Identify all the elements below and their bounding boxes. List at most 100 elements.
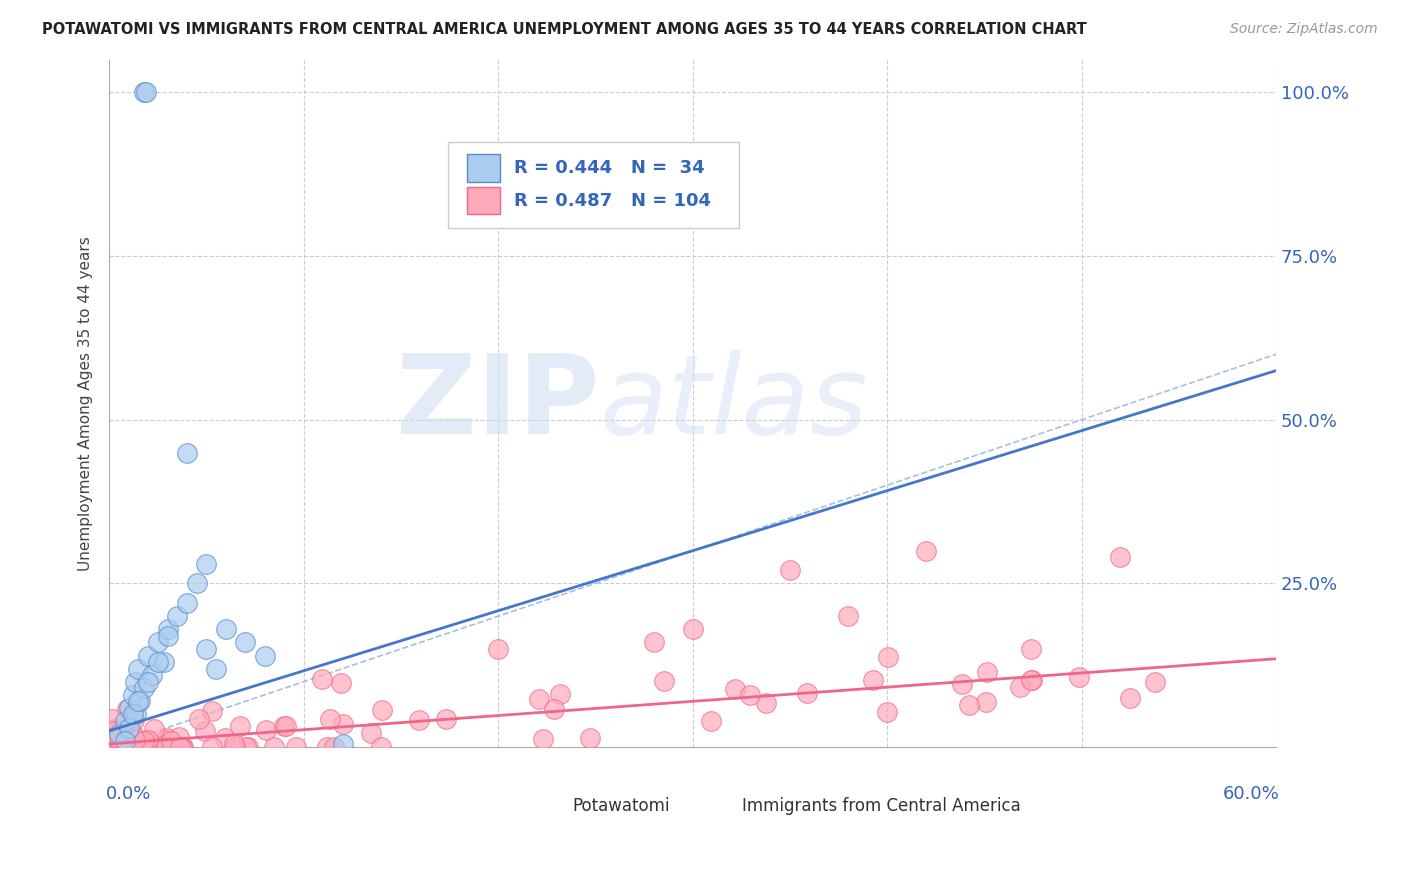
Point: [643, 635, 665, 649]
Point: [311, 673, 333, 687]
Point: [976, 665, 998, 679]
Point: [543, 702, 565, 716]
Point: [105, 739, 128, 754]
Point: [145, 739, 167, 754]
Point: [143, 723, 166, 737]
Point: [124, 733, 146, 747]
Point: [1067, 670, 1090, 684]
Point: [201, 739, 224, 754]
Point: [152, 739, 174, 754]
Text: POTAWATOMI VS IMMIGRANTS FROM CENTRAL AMERICA UNEMPLOYMENT AMONG AGES 35 TO 44 Y: POTAWATOMI VS IMMIGRANTS FROM CENTRAL AM…: [42, 22, 1087, 37]
Point: [224, 739, 246, 754]
Point: [122, 713, 145, 727]
Text: 0.0%: 0.0%: [105, 785, 150, 803]
Point: [740, 688, 762, 702]
Point: [152, 655, 174, 669]
Point: [101, 713, 124, 727]
Point: [837, 609, 859, 624]
Point: [129, 694, 152, 708]
Point: [682, 623, 704, 637]
Text: ZIP: ZIP: [396, 350, 599, 457]
Point: [434, 712, 457, 726]
Point: [125, 739, 148, 754]
Point: [155, 739, 177, 754]
Point: [187, 712, 209, 726]
Point: [134, 739, 156, 754]
Point: [121, 688, 143, 702]
Point: [156, 731, 179, 746]
Point: [1019, 673, 1042, 687]
FancyBboxPatch shape: [710, 796, 735, 818]
Text: R = 0.487   N = 104: R = 0.487 N = 104: [515, 192, 711, 210]
Point: [136, 648, 159, 663]
Point: [127, 694, 149, 708]
Y-axis label: Unemployment Among Ages 35 to 44 years: Unemployment Among Ages 35 to 44 years: [79, 236, 93, 571]
Point: [1118, 690, 1140, 705]
Point: [796, 686, 818, 700]
Point: [127, 739, 149, 754]
Point: [134, 681, 156, 696]
Point: [273, 719, 295, 733]
Text: R = 0.444   N =  34: R = 0.444 N = 34: [515, 160, 704, 178]
Point: [136, 733, 159, 747]
FancyBboxPatch shape: [467, 186, 501, 214]
Point: [952, 677, 974, 691]
Point: [371, 703, 394, 717]
Point: [135, 86, 157, 100]
Point: [142, 737, 165, 751]
Point: [136, 674, 159, 689]
Point: [486, 642, 509, 657]
Point: [253, 648, 276, 663]
Text: Potawatomi: Potawatomi: [572, 797, 669, 814]
Point: [1010, 681, 1032, 695]
Point: [114, 714, 136, 728]
Point: [110, 739, 132, 754]
Point: [127, 662, 149, 676]
Point: [274, 719, 297, 733]
Point: [229, 719, 252, 733]
Point: [170, 739, 193, 754]
Point: [146, 655, 169, 669]
Point: [1021, 642, 1043, 657]
Point: [117, 739, 139, 754]
Point: [186, 576, 208, 591]
Point: [114, 739, 136, 754]
Point: [121, 727, 143, 741]
Point: [1144, 674, 1167, 689]
Point: [104, 730, 127, 744]
Point: [100, 738, 122, 752]
Point: [332, 737, 354, 751]
Point: [134, 86, 156, 100]
Point: [101, 723, 124, 738]
Point: [112, 739, 135, 754]
FancyBboxPatch shape: [447, 142, 740, 228]
Point: [169, 739, 191, 754]
Point: [531, 732, 554, 747]
Point: [360, 726, 382, 740]
Point: [124, 674, 146, 689]
Point: [215, 623, 238, 637]
Point: [214, 731, 236, 745]
Point: [127, 732, 149, 747]
Point: [118, 721, 141, 735]
Point: [408, 713, 430, 727]
Point: [156, 629, 179, 643]
Point: [176, 445, 198, 459]
Point: [195, 642, 218, 657]
Point: [201, 704, 224, 718]
Point: [323, 739, 346, 754]
Text: atlas: atlas: [599, 350, 868, 457]
Point: [235, 739, 257, 754]
Point: [115, 739, 138, 754]
Point: [579, 731, 602, 746]
Point: [915, 543, 938, 558]
Point: [105, 739, 128, 754]
Point: [121, 707, 143, 722]
Point: [166, 609, 188, 624]
Point: [128, 739, 150, 754]
Point: [108, 723, 131, 738]
Point: [877, 650, 900, 665]
Point: [723, 681, 745, 696]
Point: [110, 739, 132, 754]
Point: [862, 673, 884, 688]
